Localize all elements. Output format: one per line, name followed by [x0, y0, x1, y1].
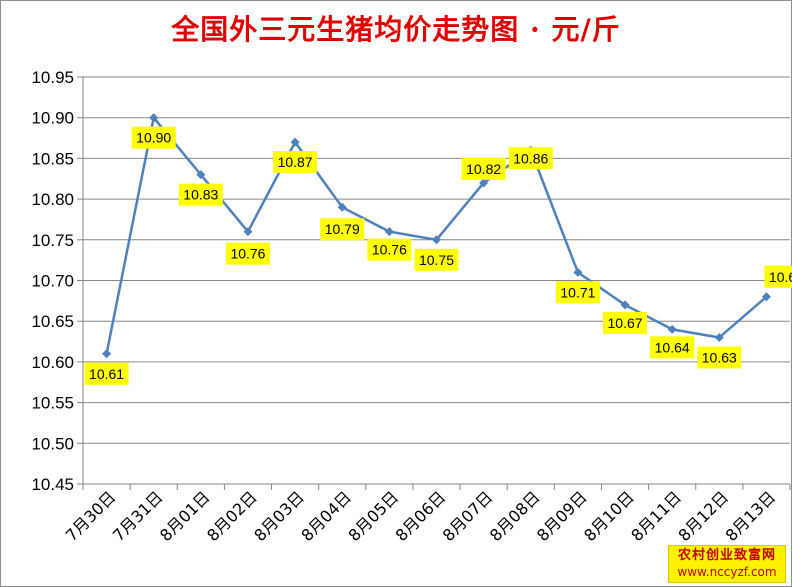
- x-tick-label: 8月10日: [580, 487, 638, 545]
- data-label: 10.87: [278, 154, 313, 170]
- x-tick-label: 8月13日: [722, 487, 780, 545]
- data-label-box: [697, 346, 742, 369]
- y-tick-label: 10.90: [31, 109, 74, 128]
- data-label: 10.82: [466, 161, 501, 177]
- data-label-box: [603, 311, 648, 334]
- data-label: 10.79: [325, 221, 360, 237]
- x-tick-label: 8月11日: [627, 487, 685, 545]
- data-point: [102, 349, 112, 359]
- data-point: [243, 227, 253, 237]
- y-tick-label: 10.55: [31, 394, 74, 413]
- y-tick-label: 10.65: [31, 312, 74, 331]
- x-tick-label: 8月07日: [439, 487, 497, 545]
- y-tick-label: 10.50: [31, 434, 74, 453]
- data-label: 10.83: [183, 187, 218, 203]
- data-point: [620, 300, 630, 310]
- data-label: 10.61: [89, 366, 124, 382]
- data-point: [384, 227, 394, 237]
- chart-title: 全国外三元生猪均价走势图 · 元/斤: [171, 13, 621, 46]
- data-label-box: [84, 362, 129, 385]
- data-label: 10.63: [702, 349, 737, 365]
- x-tick-label: 8月09日: [533, 487, 591, 545]
- data-label-box: [367, 238, 412, 261]
- data-label-box: [555, 281, 600, 304]
- y-tick-label: 10.70: [31, 272, 74, 291]
- data-point: [479, 178, 489, 188]
- data-label: 10.67: [608, 315, 643, 331]
- watermark-url: www.nccyzf.com: [677, 565, 777, 579]
- data-label-box: [508, 147, 553, 170]
- data-label-box: [414, 248, 459, 271]
- x-tick-label: 8月12日: [674, 487, 732, 545]
- data-label-box: [225, 242, 270, 265]
- y-tick-label: 10.45: [31, 475, 74, 494]
- data-label: 10.90: [136, 130, 171, 146]
- x-tick-label: 8月05日: [345, 487, 403, 545]
- data-label: 10.76: [372, 242, 407, 258]
- data-label-box: [650, 336, 695, 359]
- site-watermark: 农村创业致富网 www.nccyzf.com: [668, 545, 786, 583]
- data-label-box: [461, 157, 506, 180]
- data-label-box: [131, 126, 176, 149]
- y-tick-label: 10.60: [31, 353, 74, 372]
- x-tick-label: 8月06日: [392, 487, 450, 545]
- x-tick-label: 7月30日: [62, 487, 120, 545]
- x-tick-label: 8月08日: [486, 487, 544, 545]
- data-label-box: [178, 183, 223, 206]
- data-point: [761, 292, 771, 302]
- x-tick-label: 8月01日: [156, 487, 214, 545]
- data-point: [573, 267, 583, 277]
- axes: [77, 76, 791, 490]
- data-label: 10.86: [513, 150, 548, 166]
- data-point: [290, 137, 300, 147]
- data-label: 10.64: [655, 339, 690, 355]
- x-tick-label: 8月02日: [203, 487, 261, 545]
- data-label-box: [273, 151, 318, 174]
- x-tick-label: 7月31日: [109, 487, 167, 545]
- data-point: [337, 202, 347, 212]
- y-tick-label: 10.95: [31, 68, 74, 87]
- data-point: [149, 113, 159, 123]
- y-axis-tick-labels: 10.45 10.50 10.55 10.60 10.65 10.70 10.75 10.80…: [31, 68, 74, 494]
- data-label-box: [764, 265, 792, 288]
- data-label: 10.68: [769, 269, 792, 285]
- y-tick-label: 10.80: [31, 190, 74, 209]
- data-point: [667, 324, 677, 334]
- watermark-name: 农村创业致富网: [677, 548, 776, 563]
- gridlines: [83, 76, 790, 485]
- y-tick-label: 10.75: [31, 231, 74, 250]
- data-labels: 10.61 10.90 10.83 10.76 10.87 10.79 10.76 10.75…: [84, 126, 792, 385]
- data-label: 10.76: [230, 246, 265, 262]
- y-tick-label: 10.85: [31, 149, 74, 168]
- data-label-box: [320, 218, 365, 241]
- data-label: 10.75: [419, 252, 454, 268]
- data-point: [432, 235, 441, 245]
- x-tick-label: 8月04日: [297, 487, 355, 545]
- data-point: [714, 332, 724, 342]
- x-axis-tick-labels: 7月30日7月31日8月01日8月02日8月03日8月04日8月05日8月06日…: [62, 487, 780, 545]
- x-tick-label: 8月03日: [250, 487, 308, 545]
- data-point: [196, 170, 206, 180]
- data-label: 10.71: [560, 284, 595, 300]
